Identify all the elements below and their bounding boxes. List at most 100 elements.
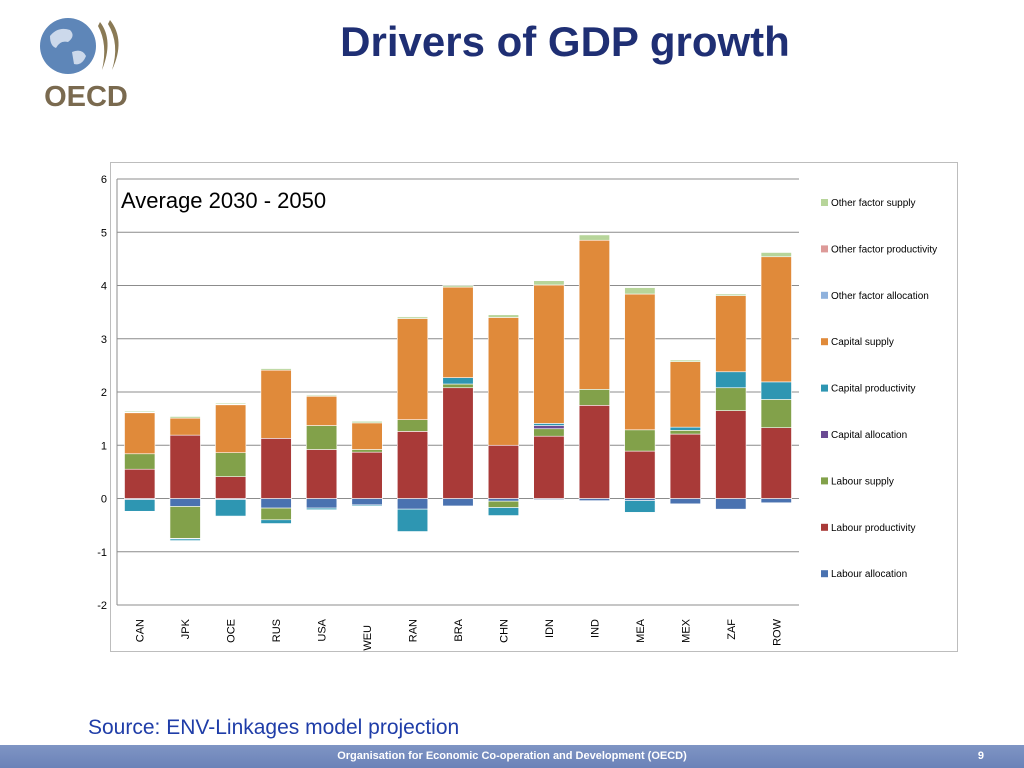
bar-segment [260, 519, 292, 524]
bar-segment [487, 444, 519, 499]
bar-segment [260, 369, 292, 439]
bar-segment [669, 361, 701, 428]
bar-segment [306, 425, 338, 450]
x-tick-label: MEX [680, 618, 692, 643]
bar-segment [624, 498, 656, 501]
bar-segment [669, 359, 701, 362]
legend-label: Capital supply [831, 337, 894, 348]
bar-segment [124, 468, 156, 499]
page-title: Drivers of GDP growth [340, 18, 790, 65]
bar-segment [169, 416, 201, 419]
bar-segment [397, 431, 429, 499]
bar-segment [124, 410, 156, 413]
gdp-drivers-chart: 6 5 4 3 2 1 0 -1 -2 CAN JPK OCE RUS USA WEU RAN BRA CHN ID… [97, 174, 937, 651]
bar-segment [533, 425, 565, 430]
bar-segment [260, 498, 292, 509]
x-tick-label: JPK [180, 618, 192, 639]
legend-label: Other factor supply [831, 198, 915, 209]
bar-segment [260, 507, 292, 521]
legend-swatch [821, 199, 828, 206]
bar-segment [169, 434, 201, 499]
y-tick-label: 4 [101, 281, 107, 293]
bar-segment [215, 402, 247, 405]
bar-segment [351, 498, 383, 506]
bar-segment [260, 368, 292, 371]
bar-segment [578, 405, 610, 499]
legend: Other factor supply Other factor producti… [821, 198, 937, 580]
bar-segment [169, 417, 201, 436]
bar-segment [533, 428, 565, 437]
legend-swatch [821, 245, 828, 253]
bar-segment [487, 498, 519, 502]
bar-segment [624, 293, 656, 431]
bar-segment [442, 285, 474, 288]
bar-segment [306, 498, 338, 509]
x-axis: CAN JPK OCE RUS USA WEU RAN BRA CHN IDN IND MEA MEX Z… [135, 618, 784, 650]
bar-segment [715, 498, 747, 510]
bar-segment [715, 293, 747, 296]
bar-segment [306, 449, 338, 499]
bar-segment [397, 498, 429, 510]
bar-segment [715, 295, 747, 373]
bar-segment [124, 453, 156, 470]
bar-segment [715, 410, 747, 499]
bar-segment [215, 476, 247, 499]
bar-segment [442, 286, 474, 378]
bar-segment [306, 395, 338, 426]
legend-swatch [821, 570, 828, 578]
bar-segment [169, 498, 201, 507]
bar-segment [624, 500, 656, 513]
bar-segment [215, 499, 247, 517]
bars-group [124, 234, 792, 541]
bar-segment [669, 433, 701, 499]
legend-swatch [821, 523, 828, 531]
bar-segment [442, 498, 474, 507]
bar-segment [487, 507, 519, 516]
bar-segment [215, 452, 247, 477]
x-tick-label: BRA [453, 618, 465, 641]
bar-segment [624, 287, 656, 295]
bar-segment [351, 422, 383, 450]
legend-swatch [821, 291, 828, 299]
legend-label: Labour allocation [831, 569, 907, 580]
x-tick-label: CHN [498, 619, 510, 643]
bar-segment [760, 399, 792, 428]
bar-segment [533, 435, 565, 499]
x-tick-label: ROW [771, 618, 783, 646]
bar-segment [124, 412, 156, 455]
legend-label: Labour productivity [831, 523, 916, 534]
bar-segment [624, 450, 656, 499]
bar-segment [397, 508, 429, 532]
bar-segment [669, 430, 701, 435]
globe-icon [40, 18, 96, 74]
bar-segment [397, 419, 429, 432]
x-tick-label: IND [589, 619, 601, 638]
x-tick-label: ZAF [726, 619, 738, 640]
bar-segment [578, 234, 610, 241]
bar-segment [397, 316, 429, 319]
bar-segment [169, 538, 201, 541]
x-tick-label: OCE [226, 619, 238, 643]
bar-segment [306, 394, 338, 397]
bar-segment [351, 504, 383, 507]
y-tick-label: 0 [101, 494, 107, 506]
leaf-icon [98, 22, 108, 70]
x-tick-label: RAN [408, 619, 420, 642]
legend-label: Other factor allocation [831, 291, 929, 302]
bar-segment [578, 498, 610, 501]
page-number: 9 [977, 750, 984, 762]
legend-label: Capital allocation [831, 430, 907, 441]
bar-segment [578, 239, 610, 390]
bar-segment [124, 499, 156, 512]
bar-segment [624, 429, 656, 452]
y-axis: 6 5 4 3 2 1 0 -1 -2 [97, 174, 118, 612]
x-tick-label: USA [317, 618, 329, 641]
legend-label: Labour supply [831, 476, 894, 487]
bar-segment [442, 377, 474, 385]
y-tick-label: 3 [101, 334, 107, 346]
bar-segment [351, 420, 383, 424]
bar-segment [533, 423, 565, 426]
bar-segment [760, 256, 792, 383]
logo-text: OECD [44, 81, 128, 110]
bar-segment [351, 449, 383, 453]
